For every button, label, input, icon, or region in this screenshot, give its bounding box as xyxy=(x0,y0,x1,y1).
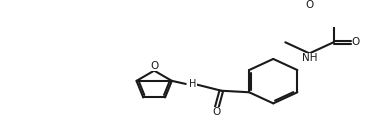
Text: H: H xyxy=(189,79,197,89)
Text: H: H xyxy=(189,79,197,89)
Text: O: O xyxy=(352,37,360,47)
Text: O: O xyxy=(151,61,159,71)
Text: O: O xyxy=(305,0,314,10)
Text: NH: NH xyxy=(301,53,317,63)
Text: O: O xyxy=(213,107,221,117)
